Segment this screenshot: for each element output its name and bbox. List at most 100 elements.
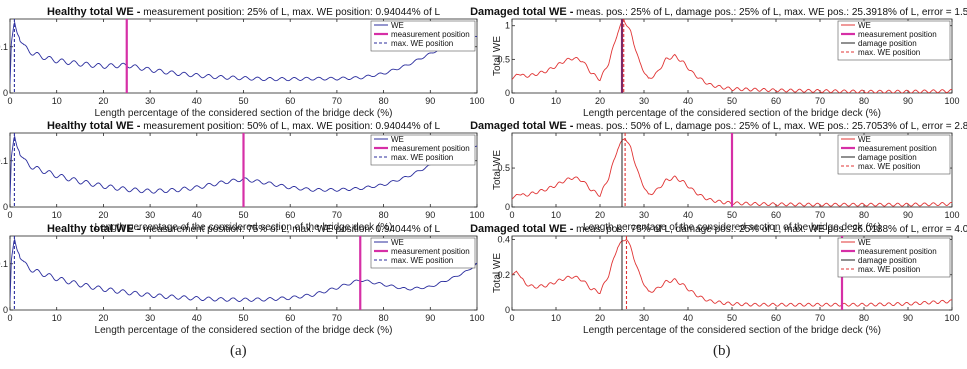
y-tick-label: 1	[505, 21, 510, 31]
legend-label: damage position	[858, 153, 917, 162]
chart-4: Damaged total WE - meas. pos.: 25% of L,…	[470, 6, 967, 119]
x-tick-label: 50	[238, 96, 248, 106]
x-tick-label: 50	[238, 210, 248, 220]
x-tick-label: 90	[425, 313, 435, 323]
chart-1: Healthy total WE - measurement position:…	[0, 6, 485, 119]
x-tick-label: 100	[469, 210, 484, 220]
legend-label: max. WE position	[858, 162, 920, 171]
x-tick-label: 100	[469, 96, 484, 106]
y-tick-label: 0	[505, 305, 510, 315]
chart-title-bold: Healthy total WE -	[47, 6, 141, 18]
x-tick-label: 60	[771, 313, 781, 323]
legend-box	[837, 20, 951, 61]
legend-label: measurement position	[391, 247, 470, 256]
x-tick-label: 50	[238, 313, 248, 323]
legend-label: WE	[391, 238, 404, 247]
chart-title: Healthy total WE - measurement position:…	[47, 120, 441, 132]
y-axis-label: Total WE	[0, 150, 1, 190]
y-tick-label: 0	[505, 202, 510, 212]
legend-label: max. WE position	[391, 256, 453, 265]
chart-title-bold: Healthy total WE -	[47, 120, 141, 132]
x-tick-label: 60	[285, 96, 295, 106]
chart-6: Damaged total WE - meas. pos.: 75% of L,…	[470, 223, 967, 336]
y-tick-label: 0	[3, 305, 8, 315]
x-tick-label: 0	[509, 313, 514, 323]
x-tick-label: 0	[509, 210, 514, 220]
legend-box	[837, 134, 951, 175]
x-tick-label: 100	[944, 313, 959, 323]
chart-title-bold: Damaged total WE -	[470, 6, 574, 18]
x-tick-label: 40	[192, 96, 202, 106]
plot-content	[10, 236, 477, 310]
x-tick-label: 70	[332, 96, 342, 106]
chart-title: Healthy total WE - measurement position:…	[47, 223, 441, 235]
chart-title-bold: Damaged total WE -	[470, 120, 574, 132]
x-tick-label: 80	[379, 210, 389, 220]
x-tick-label: 60	[285, 210, 295, 220]
legend-box	[370, 20, 476, 52]
x-tick-label: 90	[903, 210, 913, 220]
x-tick-label: 90	[903, 96, 913, 106]
x-tick-label: 70	[815, 313, 825, 323]
legend-label: WE	[391, 135, 404, 144]
x-tick-label: 50	[727, 313, 737, 323]
y-tick-label: 0.5	[497, 163, 510, 173]
x-tick-label: 30	[145, 96, 155, 106]
x-tick-label: 20	[98, 210, 108, 220]
x-axis-label: Length percentage of the considered sect…	[95, 222, 393, 233]
chart-title: Damaged total WE - meas. pos.: 75% of L,…	[470, 223, 967, 235]
legend-label: WE	[858, 135, 871, 144]
x-tick-label: 20	[98, 96, 108, 106]
x-tick-label: 30	[145, 313, 155, 323]
x-tick-label: 100	[469, 313, 484, 323]
x-tick-label: 20	[595, 96, 605, 106]
caption-a: (a)	[230, 343, 247, 359]
x-tick-label: 10	[551, 210, 561, 220]
x-tick-label: 80	[859, 313, 869, 323]
x-tick-label: 30	[639, 210, 649, 220]
legend-label: max. WE position	[858, 265, 920, 274]
x-tick-label: 0	[7, 96, 12, 106]
plot-content	[512, 19, 952, 93]
y-axis-label: Total WE	[0, 36, 1, 76]
x-tick-label: 90	[425, 96, 435, 106]
x-axis-label: Length percentage of the considered sect…	[583, 325, 881, 336]
plot-content	[512, 133, 952, 207]
x-tick-label: 90	[425, 210, 435, 220]
legend-label: max. WE position	[858, 48, 920, 57]
plot-content	[10, 19, 477, 93]
legend-label: measurement position	[858, 30, 937, 39]
x-tick-label: 20	[98, 313, 108, 323]
legend-box	[370, 237, 476, 269]
x-tick-label: 70	[332, 210, 342, 220]
x-tick-label: 20	[595, 210, 605, 220]
x-tick-label: 70	[332, 313, 342, 323]
y-axis-label: Total WE	[492, 253, 503, 293]
x-tick-label: 20	[595, 313, 605, 323]
x-tick-label: 70	[815, 96, 825, 106]
x-tick-label: 40	[192, 313, 202, 323]
x-tick-label: 50	[727, 96, 737, 106]
chart-title-bold: Damaged total WE -	[470, 223, 574, 235]
x-tick-label: 60	[771, 210, 781, 220]
x-tick-label: 0	[509, 96, 514, 106]
legend-label: damage position	[858, 256, 917, 265]
y-tick-label: 0.1	[0, 42, 8, 52]
x-tick-label: 80	[379, 96, 389, 106]
plot-content	[10, 133, 477, 207]
chart-title-rest: meas. pos.: 50% of L, damage pos.: 25% o…	[573, 121, 967, 132]
legend-label: damage position	[858, 39, 917, 48]
y-tick-label: 0.1	[0, 259, 8, 269]
x-tick-label: 100	[944, 210, 959, 220]
legend-label: measurement position	[391, 144, 470, 153]
x-tick-label: 90	[903, 313, 913, 323]
x-axis-label: Length percentage of the considered sect…	[583, 108, 881, 119]
y-tick-label: 0	[3, 88, 8, 98]
chart-2: Healthy total WE - measurement position:…	[0, 120, 485, 233]
legend-label: measurement position	[391, 30, 470, 39]
x-tick-label: 50	[727, 210, 737, 220]
